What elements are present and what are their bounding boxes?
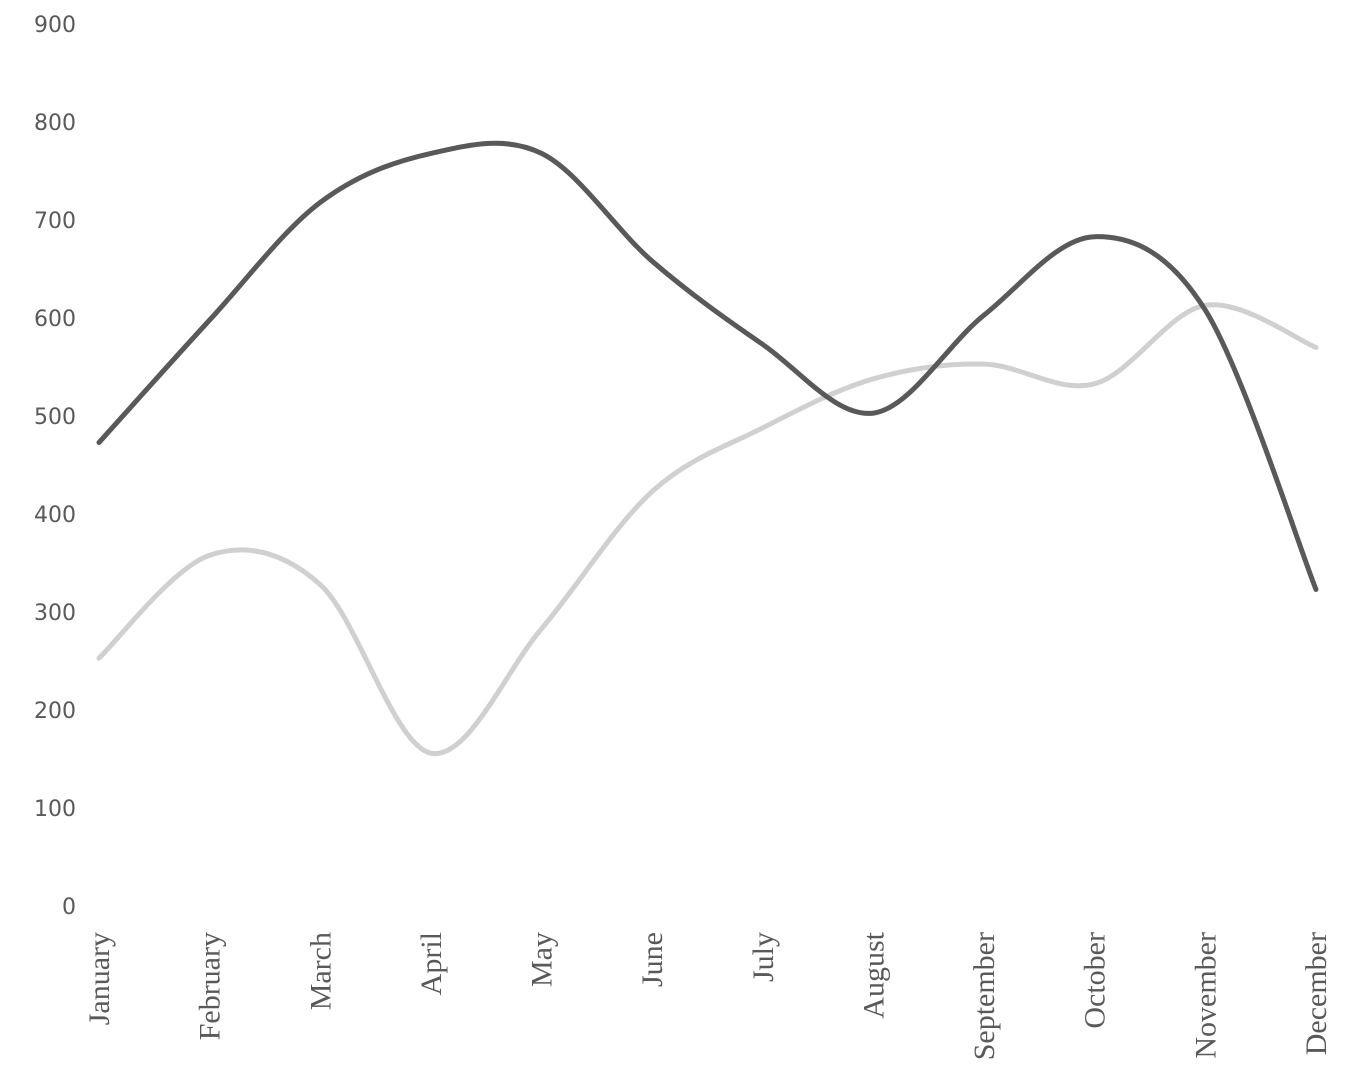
x-tick-label: October	[1079, 932, 1112, 1029]
y-tick-label: 300	[34, 601, 76, 626]
x-tick-label: March	[304, 932, 337, 1010]
plot-area	[96, 140, 1319, 756]
x-tick-label: November	[1189, 932, 1222, 1059]
x-tick-label: February	[194, 932, 227, 1040]
y-tick-label: 600	[34, 307, 76, 332]
y-tick-label: 200	[34, 699, 76, 724]
y-tick-label: 800	[34, 111, 76, 136]
y-tick-label: 700	[34, 209, 76, 234]
y-tick-label: 500	[34, 405, 76, 430]
series-2-line	[96, 302, 1319, 756]
x-tick-label: December	[1300, 932, 1333, 1055]
x-tick-label: July	[747, 932, 780, 982]
x-tick-label: September	[968, 932, 1001, 1060]
x-tick-label: April	[415, 932, 448, 995]
y-tick-label: 900	[34, 13, 76, 38]
x-axis: January February March April May June July Augu…	[83, 931, 1333, 1060]
series-1-line	[96, 140, 1319, 592]
y-axis: 0 100 200 300 400 500 600 700 800 900	[34, 13, 76, 920]
y-tick-label: 400	[34, 503, 76, 528]
y-tick-label: 100	[34, 797, 76, 822]
x-tick-label: June	[636, 932, 669, 987]
x-tick-label: May	[526, 932, 559, 987]
y-tick-label: 0	[62, 895, 76, 920]
x-tick-label: August	[857, 931, 890, 1018]
x-tick-label: January	[83, 932, 116, 1025]
